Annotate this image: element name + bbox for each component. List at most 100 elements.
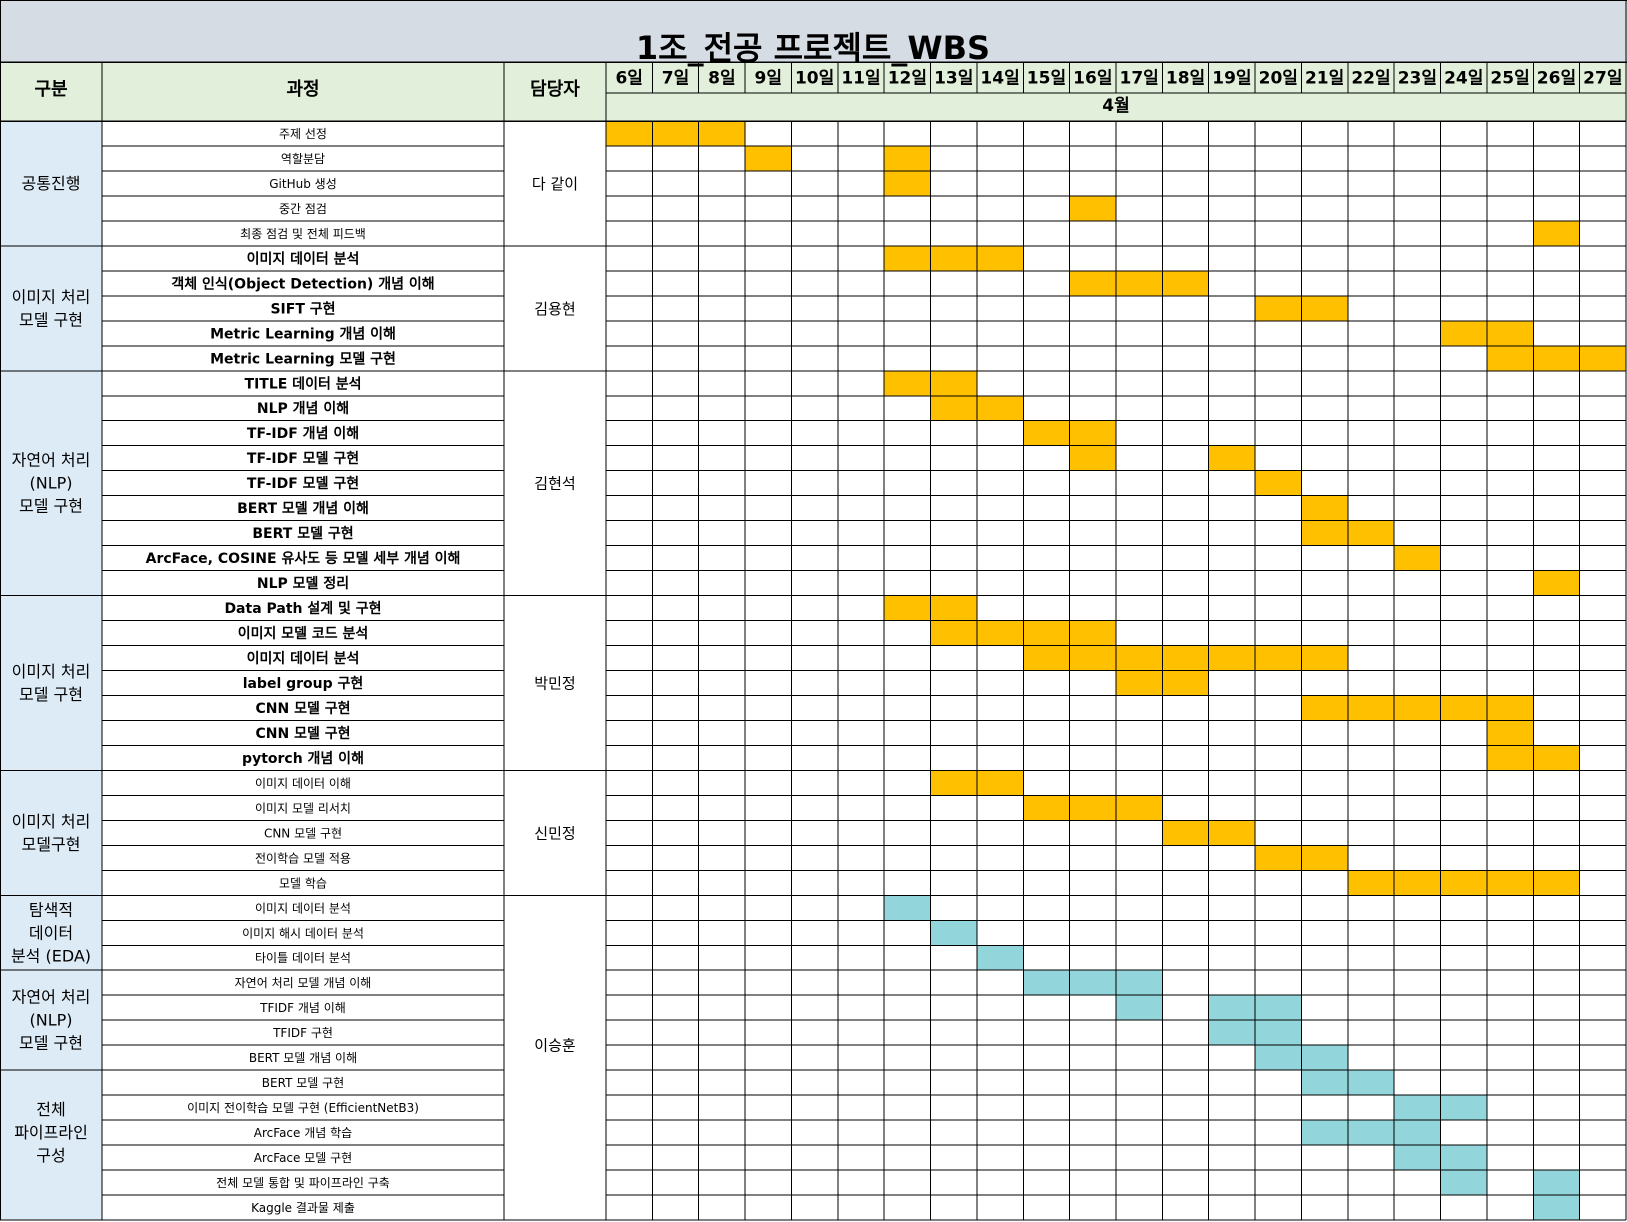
category-label: 모델 구현	[19, 1034, 83, 1053]
schedule-cell	[1394, 1095, 1441, 1121]
day-label: 10일	[795, 69, 834, 89]
task-name: 이미지 전이학습 모델 구현 (EfficientNetB3)	[187, 1101, 419, 1115]
day-label: 24일	[1444, 69, 1483, 89]
schedule-cell	[1440, 695, 1487, 721]
schedule-cell	[976, 395, 1024, 421]
task-name: TITLE 데이터 분석	[245, 375, 362, 392]
category-label: 모델구현	[22, 835, 81, 854]
schedule-cell	[1347, 1120, 1395, 1146]
text-layer: 1조_전공 프로젝트_WBS 구분 과정 담당자 4월 6일 7일 8일 9일 10일 1…	[11, 29, 1623, 1215]
task-name: 이미지 데이터 분석	[247, 250, 360, 267]
task-name: TFIDF 개념 이해	[259, 1001, 346, 1015]
schedule-cell	[1394, 545, 1441, 571]
schedule-cell	[1301, 495, 1348, 521]
category-label: 이미지 처리	[12, 662, 91, 681]
task-name: label group 구현	[243, 676, 364, 692]
day-label: 8일	[708, 69, 735, 89]
schedule-cell	[884, 170, 931, 196]
schedule-cell	[1069, 270, 1116, 296]
schedule-cell	[1533, 345, 1580, 371]
schedule-cell	[1486, 870, 1534, 896]
schedule-cell	[1533, 745, 1580, 771]
day-label: 23일	[1398, 69, 1437, 89]
schedule-cell	[698, 121, 746, 146]
schedule-cell	[1255, 645, 1302, 671]
task-name: GitHub 생성	[269, 177, 336, 191]
category-label: 자연어 처리	[12, 451, 91, 470]
owner-name: 신민정	[534, 824, 575, 842]
schedule-cell	[606, 121, 653, 146]
task-name: NLP 개념 이해	[257, 400, 349, 417]
day-label: 12일	[888, 69, 927, 89]
task-name: Kaggle 결과물 제출	[251, 1201, 355, 1215]
schedule-cell	[1023, 970, 1070, 996]
schedule-cell	[1162, 270, 1209, 296]
schedule-cell	[1486, 320, 1534, 346]
schedule-cell	[884, 370, 931, 396]
category-label: 이미지 처리	[12, 812, 91, 831]
task-name: ArcFace, COSINE 유사도 등 모델 세부 개념 이해	[146, 550, 461, 567]
schedule-cell	[1069, 620, 1116, 646]
task-name: BERT 모델 구현	[252, 526, 353, 542]
schedule-cell	[1255, 295, 1302, 321]
schedule-cell	[1440, 1095, 1487, 1121]
category-label: 파이프라인	[14, 1123, 88, 1142]
schedule-cell	[1069, 970, 1116, 996]
schedule-cell	[1116, 270, 1163, 296]
schedule-cell	[1255, 995, 1302, 1021]
schedule-cell	[1255, 470, 1302, 496]
task-name: BERT 모델 개념 이해	[249, 1051, 357, 1065]
schedule-cell	[1116, 645, 1163, 671]
day-label: 15일	[1027, 69, 1066, 89]
schedule-cell	[1301, 845, 1348, 871]
schedule-cell	[1301, 1070, 1348, 1096]
schedule-cell	[1023, 620, 1070, 646]
schedule-cell	[884, 595, 931, 621]
schedule-cell	[1116, 670, 1163, 696]
owner-name: 김용현	[534, 300, 575, 318]
task-name: BERT 모델 구현	[262, 1076, 344, 1090]
category-label: 구성	[36, 1146, 65, 1165]
day-label: 26일	[1537, 69, 1576, 89]
task-name: SIFT 구현	[270, 301, 335, 317]
schedule-cell	[1486, 695, 1534, 721]
task-name: BERT 모델 개념 이해	[237, 500, 369, 517]
category-label: (NLP)	[29, 474, 72, 493]
schedule-cell	[1347, 520, 1395, 546]
schedule-cell	[1394, 1145, 1441, 1171]
schedule-cell	[1069, 420, 1116, 446]
day-label: 27일	[1583, 69, 1622, 89]
schedule-cell	[1255, 845, 1302, 871]
task-name: 이미지 데이터 분석	[247, 650, 360, 667]
schedule-cell	[1347, 870, 1395, 896]
schedule-cell	[1069, 445, 1116, 471]
schedule-cell	[1162, 670, 1209, 696]
schedule-cell	[1301, 645, 1348, 671]
schedule-cell	[930, 595, 977, 621]
title-band	[0, 0, 1627, 62]
schedule-cell	[930, 770, 977, 796]
task-name: 전이학습 모델 적용	[255, 851, 351, 865]
schedule-cell	[1069, 195, 1116, 221]
day-label: 21일	[1305, 69, 1344, 89]
schedule-cell	[1255, 1020, 1302, 1046]
header-category: 구분	[34, 79, 67, 100]
schedule-cell	[1347, 1070, 1395, 1096]
day-label: 22일	[1351, 69, 1390, 89]
task-name: 모델 학습	[279, 876, 327, 890]
owner-name: 다 같이	[532, 175, 578, 193]
schedule-cell	[1579, 345, 1626, 371]
task-name: ArcFace 개념 학습	[254, 1126, 352, 1140]
schedule-cell	[1301, 520, 1348, 546]
schedule-cell	[652, 121, 699, 146]
task-name: TF-IDF 개념 이해	[247, 425, 359, 442]
schedule-cell	[745, 145, 792, 171]
category-label: 모델 구현	[19, 497, 83, 516]
schedule-cell	[1069, 645, 1116, 671]
schedule-cell	[1301, 1045, 1348, 1071]
schedule-cell	[1208, 445, 1256, 471]
owner-name: 김현석	[534, 475, 575, 493]
task-name: 타이틀 데이터 분석	[255, 951, 351, 965]
